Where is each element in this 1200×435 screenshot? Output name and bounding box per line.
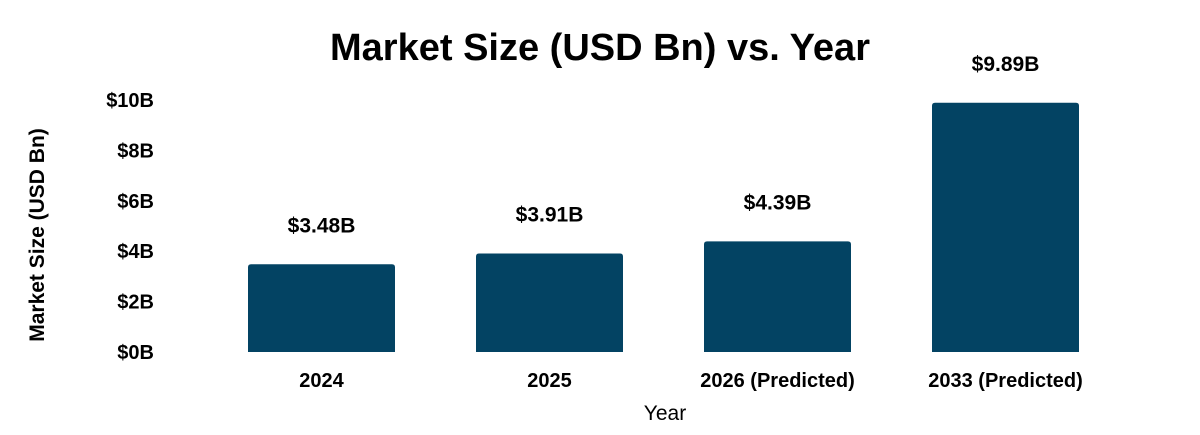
chart-title: Market Size (USD Bn) vs. Year [330, 27, 870, 69]
x-tick-label: 2025 [527, 370, 572, 392]
y-tick-label: $6B [117, 191, 154, 213]
y-tick-label: $0B [117, 342, 154, 364]
y-tick-label: $8B [117, 140, 154, 162]
bar [248, 264, 395, 352]
x-tick-label: 2033 (Predicted) [928, 370, 1083, 392]
bar [476, 253, 623, 352]
y-tick-label: $10B [106, 90, 154, 112]
y-tick-label: $4B [117, 241, 154, 263]
data-label: $3.48B [288, 214, 356, 237]
x-tick-label: 2024 [299, 370, 344, 392]
bar [704, 241, 851, 352]
data-label: $3.91B [516, 203, 584, 226]
bar [932, 102, 1079, 352]
data-label: $9.89B [972, 53, 1040, 76]
data-label: $4.39B [744, 191, 812, 214]
y-axis-label: Market Size (USD Bn) [26, 128, 49, 342]
x-tick-label: 2026 (Predicted) [700, 370, 855, 392]
x-axis-label: Year [644, 402, 686, 425]
y-tick-label: $2B [117, 292, 154, 314]
